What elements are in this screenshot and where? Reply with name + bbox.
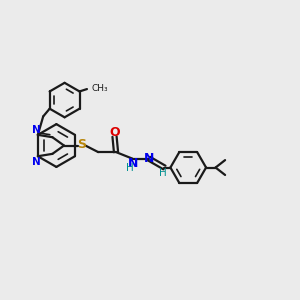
Text: S: S [77,138,86,151]
Text: N: N [32,157,41,166]
Text: N: N [144,152,154,165]
Text: N: N [128,157,138,170]
Text: O: O [109,126,120,139]
Text: CH₃: CH₃ [91,84,108,93]
Text: H: H [159,168,167,178]
Text: N: N [32,125,41,135]
Text: H: H [125,163,133,173]
